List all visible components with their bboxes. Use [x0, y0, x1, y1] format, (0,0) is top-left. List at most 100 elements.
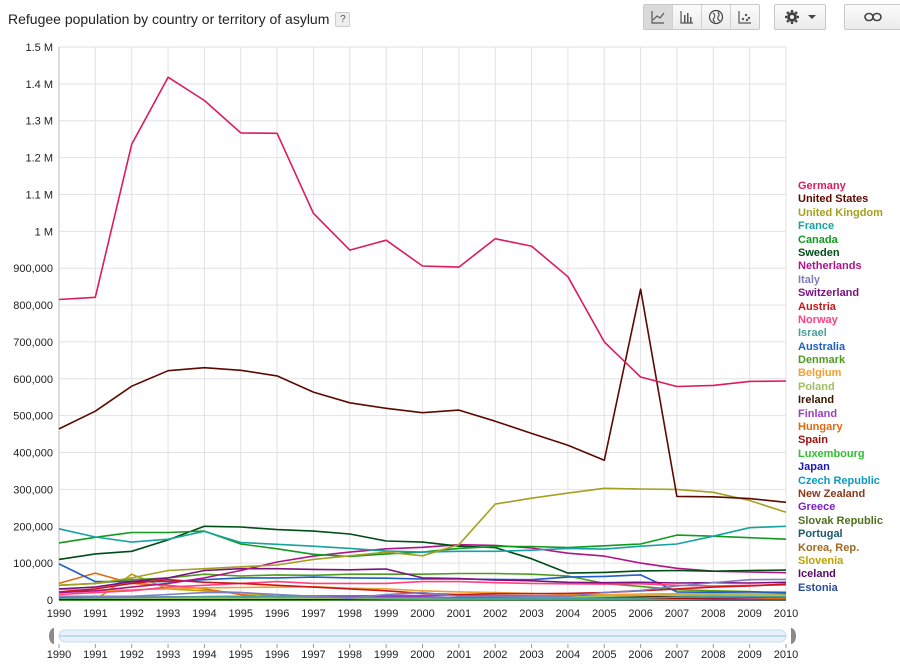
slider-tick-label: 1995 [229, 649, 253, 661]
legend-item-estonia[interactable]: Estonia [798, 581, 838, 594]
legend-item-sweden[interactable]: Sweden [798, 246, 840, 259]
series-line-italy[interactable] [59, 578, 787, 600]
legend-item-israel[interactable]: Israel [798, 327, 827, 340]
x-tick-label: 2005 [592, 608, 616, 620]
legend-item-netherlands[interactable]: Netherlands [798, 260, 862, 273]
series-line-belgium[interactable] [58, 585, 787, 596]
legend-item-united-kingdom[interactable]: United Kingdom [798, 206, 883, 219]
x-tick-label: 2006 [628, 608, 652, 620]
slider-tick-label: 2001 [447, 649, 471, 661]
slider-tick-label: 1997 [301, 649, 325, 661]
legend-item-switzerland[interactable]: Switzerland [798, 287, 860, 300]
legend-item-hungary[interactable]: Hungary [798, 421, 843, 434]
slider-right-handle[interactable] [791, 628, 796, 644]
x-tick-label: 2009 [737, 608, 761, 620]
y-tick-label: 200,000 [13, 521, 53, 533]
y-axis: 0 100,000 200,000 300,000 400,000 500,000 600,… [13, 42, 60, 607]
bar-chart-icon[interactable] [673, 5, 702, 29]
series-line-switzerland[interactable] [58, 567, 787, 590]
legend-item-korea-rep[interactable]: Korea, Rep. [798, 541, 860, 554]
legend-item-slovenia[interactable]: Slovenia [798, 554, 844, 567]
legend-item-new-zealand[interactable]: New Zealand [798, 487, 866, 500]
legend-item-spain[interactable]: Spain [798, 434, 828, 447]
slider-tick-label: 2009 [737, 649, 761, 661]
y-tick-label: 900,000 [13, 263, 53, 275]
y-tick-label: 0 [47, 595, 53, 607]
series-line-united-kingdom[interactable] [58, 487, 787, 587]
slider-tick-label: 2010 [774, 649, 798, 661]
scatter-chart-icon[interactable] [731, 5, 759, 29]
legend-item-poland[interactable]: Poland [798, 380, 835, 393]
y-tick-label: 1.1 M [25, 189, 53, 201]
link-icon [864, 12, 882, 22]
chevron-down-icon [808, 15, 816, 19]
line-chart-icon[interactable] [644, 5, 673, 29]
x-tick-label: 1991 [83, 608, 107, 620]
legend-item-greece[interactable]: Greece [798, 501, 836, 514]
series-line-sweden[interactable] [58, 525, 787, 574]
chart-legend: Germany United States United Kingdom France… [798, 180, 883, 595]
legend-item-finland[interactable]: Finland [798, 407, 838, 420]
slider-tick-label: 2000 [410, 649, 434, 661]
x-tick-label: 2001 [447, 608, 471, 620]
legend-item-belgium[interactable]: Belgium [798, 367, 842, 380]
series-line-germany[interactable] [58, 76, 787, 388]
chart-series [58, 76, 787, 601]
slider-tick-label: 1994 [192, 649, 216, 661]
legend-item-portugal[interactable]: Portugal [798, 528, 843, 541]
y-tick-label: 1.5 M [25, 42, 53, 54]
x-tick-label: 2002 [483, 608, 507, 620]
y-tick-label: 500,000 [13, 411, 53, 423]
x-tick-label: 2007 [665, 608, 689, 620]
time-slider[interactable]: 1990 1991 1992 1993 1994 1995 1996 1997 1998 1999… [47, 628, 798, 661]
slider-tick-label: 2003 [519, 649, 543, 661]
legend-item-germany[interactable]: Germany [798, 180, 846, 192]
y-tick-label: 600,000 [13, 374, 53, 386]
x-tick-label: 1995 [229, 608, 253, 620]
settings-button[interactable] [774, 4, 826, 30]
x-tick-label: 2004 [556, 608, 580, 620]
y-tick-label: 1.2 M [25, 153, 53, 165]
slider-tick-label: 2008 [701, 649, 725, 661]
y-tick-label: 700,000 [13, 337, 53, 349]
series-line-united-states[interactable] [58, 288, 787, 504]
x-tick-label: 2000 [410, 608, 434, 620]
x-tick-label: 1998 [338, 608, 362, 620]
legend-item-ireland[interactable]: Ireland [798, 394, 835, 407]
legend-item-australia[interactable]: Australia [798, 340, 846, 353]
legend-item-italy[interactable]: Italy [798, 273, 821, 286]
series-line-israel[interactable] [58, 595, 786, 600]
legend-item-united-states[interactable]: United States [798, 193, 869, 206]
slider-tick-label: 1993 [156, 649, 180, 661]
legend-item-austria[interactable]: Austria [798, 300, 836, 313]
link-button[interactable] [844, 4, 900, 30]
x-tick-label: 2008 [701, 608, 725, 620]
chart-type-toolbar [643, 4, 760, 30]
legend-item-luxembourg[interactable]: Luxembourg [798, 447, 865, 460]
legend-item-france[interactable]: France [798, 220, 835, 233]
legend-item-czech-republic[interactable]: Czech Republic [798, 474, 880, 487]
x-axis: 1990 1991 1992 1993 1994 1995 1996 1997 1998 1999… [47, 599, 798, 620]
x-tick-label: 1993 [156, 608, 180, 620]
slider-tick-label: 1996 [265, 649, 289, 661]
series-line-netherlands[interactable] [58, 543, 787, 594]
legend-item-japan[interactable]: Japan [798, 461, 830, 474]
legend-item-norway[interactable]: Norway [798, 313, 838, 326]
legend-item-iceland[interactable]: Iceland [798, 568, 836, 581]
x-tick-label: 1990 [47, 608, 71, 620]
y-tick-label: 1.4 M [25, 79, 53, 91]
globe-map-icon[interactable] [702, 5, 731, 29]
series-line-france[interactable] [58, 525, 787, 553]
slider-left-handle[interactable] [49, 628, 54, 644]
slider-tick-label: 2005 [592, 649, 616, 661]
legend-item-slovak-republic[interactable]: Slovak Republic [798, 514, 883, 527]
series-line-denmark[interactable] [58, 572, 787, 595]
series-line-norway[interactable] [58, 580, 787, 596]
legend-item-canada[interactable]: Canada [798, 233, 838, 246]
help-button[interactable]: ? [335, 11, 351, 27]
slider-tick-label: 2002 [483, 649, 507, 661]
slider-tick-label: 1991 [83, 649, 107, 661]
y-tick-label: 1.3 M [25, 116, 53, 128]
legend-item-denmark[interactable]: Denmark [798, 354, 846, 367]
